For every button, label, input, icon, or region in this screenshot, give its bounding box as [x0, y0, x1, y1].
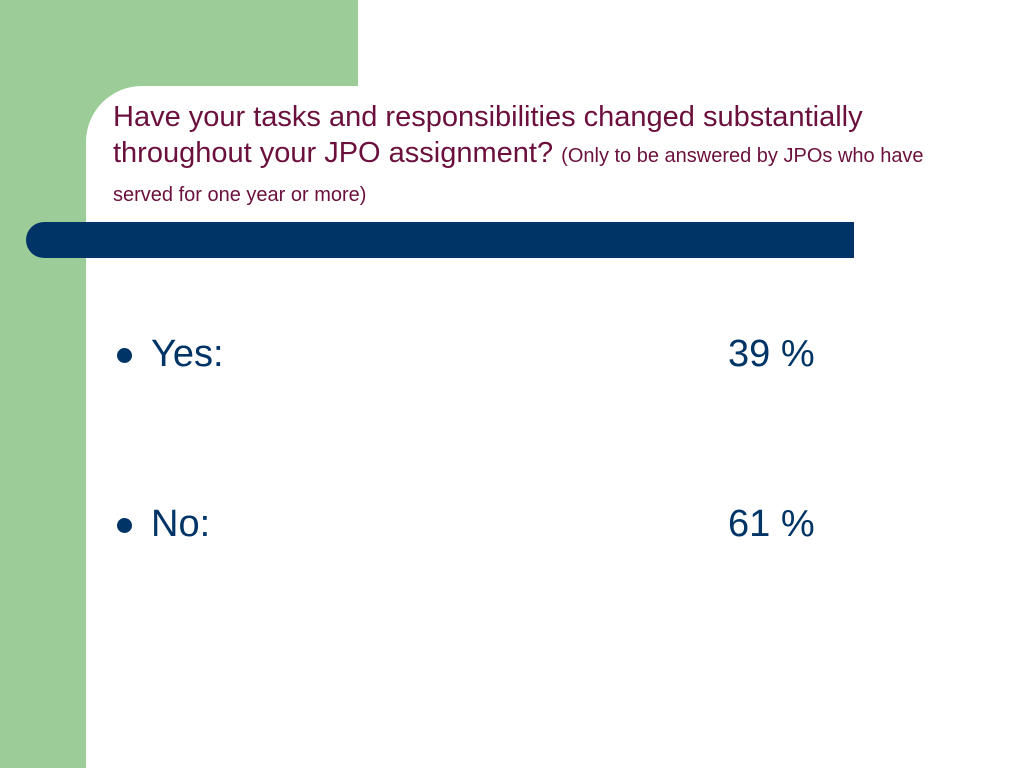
bullet-label: No:: [151, 503, 211, 545]
bullet-dot-icon: [117, 518, 132, 533]
bullet-dot-icon: [117, 348, 132, 363]
title-question: Have your tasks and responsibilities cha…: [113, 101, 863, 169]
title-note: (Only to be answered by JPOs who have se…: [113, 145, 924, 206]
bullet-value: 39 %: [728, 333, 815, 375]
list-item-no: No: 61 %: [113, 500, 873, 548]
title-divider-bar: [26, 222, 854, 258]
bullet-value: 61 %: [728, 503, 815, 545]
content-panel: [86, 86, 1024, 768]
list-item-yes: Yes: 39 %: [113, 330, 873, 378]
bullet-label: Yes:: [151, 333, 224, 375]
slide-title: Have your tasks and responsibilities cha…: [113, 99, 983, 213]
